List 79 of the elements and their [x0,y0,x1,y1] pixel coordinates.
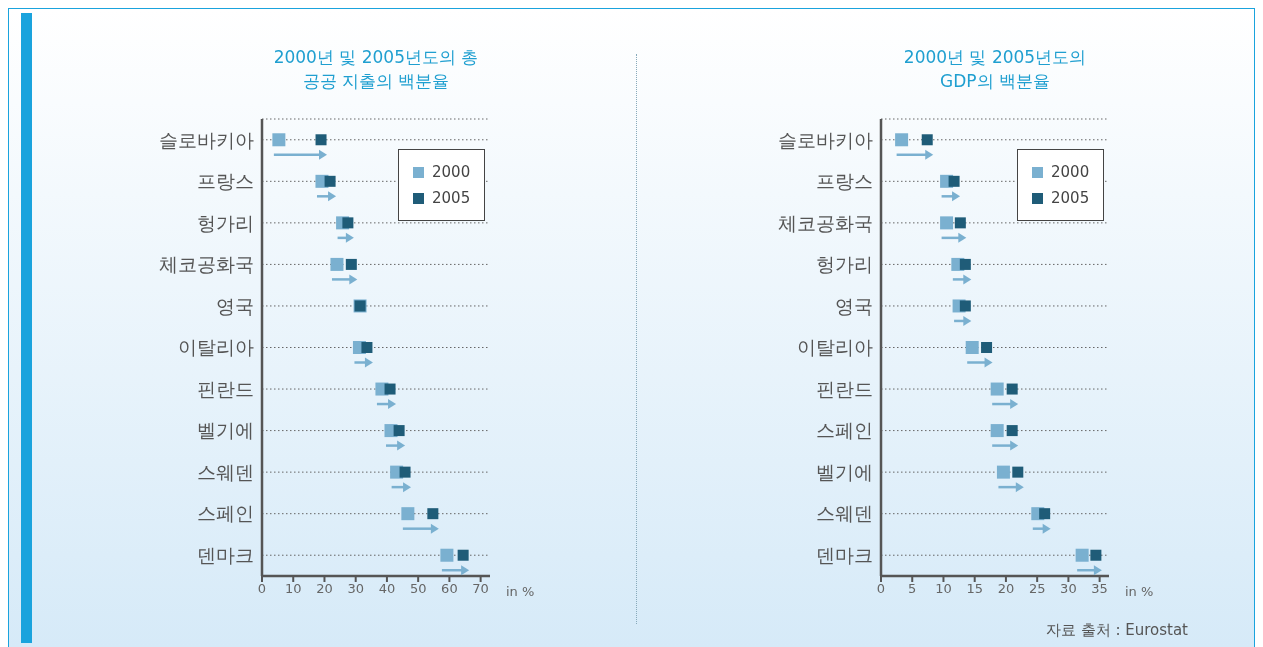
text: 자료 출처 : Eurostat [1045,621,1188,640]
point [940,216,954,230]
point [954,217,966,229]
y-tick-label: 벨기에 [197,419,254,442]
x-tick-label: 40 [378,581,396,597]
point [1006,383,1018,395]
y-tick-label: 체코공화국 [778,211,873,234]
y-tick-label: 스웨덴 [197,460,254,483]
y-tick-label: 체코공화국 [159,253,254,276]
point [315,134,327,146]
x-tick-label: 70 [472,581,489,597]
y-tick-label: 헝가리 [197,211,254,234]
x-tick-label: 35 [1091,581,1108,597]
y-tick-label: 슬로바키아 [778,128,873,151]
y-tick-label: 프랑스 [197,170,254,193]
y-tick-label: 핀란드 [816,377,873,400]
x-tick-label: 10 [284,581,302,597]
y-tick-label: 덴마크 [197,543,254,566]
y-tick-label: 프랑스 [816,170,873,193]
point [1075,548,1089,562]
y-tick-label: 이탈리아 [797,336,873,359]
point [959,300,971,312]
point [948,175,960,187]
legend-label: 2000 [432,162,471,183]
point [981,342,993,353]
point [330,257,344,271]
point [342,217,354,229]
point [990,382,1004,396]
point [1006,425,1018,437]
y-tick-label: 스웨덴 [816,502,873,525]
x-axis-title: in % [1125,583,1154,599]
y-tick-label: 이탈리아 [178,336,254,359]
x-tick-label: 20 [316,581,333,597]
x-tick-label: 15 [966,581,983,597]
legend-label: 2000 [1051,162,1090,183]
point [990,424,1004,438]
point [921,134,933,146]
x-tick-label: 10 [935,581,952,597]
point [427,508,439,520]
x-tick-label: 50 [409,581,427,597]
point [399,466,411,478]
y-tick-label: 헝가리 [816,253,873,276]
point [895,133,909,147]
point [1039,508,1051,520]
y-tick-label: 스페인 [197,502,254,525]
x-tick-label: 0 [257,581,267,597]
point [272,133,286,147]
legend-label: 2005 [432,188,471,209]
point [996,465,1010,479]
point [457,549,469,561]
point [1090,549,1102,561]
x-tick-label: 0 [876,581,886,597]
y-tick-label: 덴마크 [816,543,873,566]
point [393,425,405,437]
legend-label: 2005 [1051,188,1090,209]
x-tick-label: 30 [347,581,364,597]
chart-title: 2000년 및 2005년도의 총 공공 지출의 백분율 [272,46,480,93]
point [965,341,979,354]
x-tick-label: 30 [1060,581,1077,597]
x-tick-label: 60 [441,581,458,597]
point [384,383,396,395]
y-tick-label: 스페인 [816,419,873,442]
chart-title: 2000년 및 2005년도의 GDP의 백분율 [902,46,1088,93]
x-axis-title: in % [506,583,535,599]
point [345,258,357,270]
y-tick-label: 벨기에 [816,460,873,483]
y-tick-label: 핀란드 [197,377,254,400]
point [324,175,336,187]
y-tick-label: 슬로바키아 [159,128,254,151]
y-tick-label: 영국 [216,294,254,317]
point [440,548,454,562]
x-tick-label: 20 [997,581,1015,597]
y-tick-label: 영국 [835,294,873,317]
point [361,342,373,353]
point [401,507,415,521]
point [959,258,971,270]
x-tick-label: 25 [1028,581,1046,597]
point [1012,466,1024,478]
x-tick-label: 5 [908,581,917,597]
